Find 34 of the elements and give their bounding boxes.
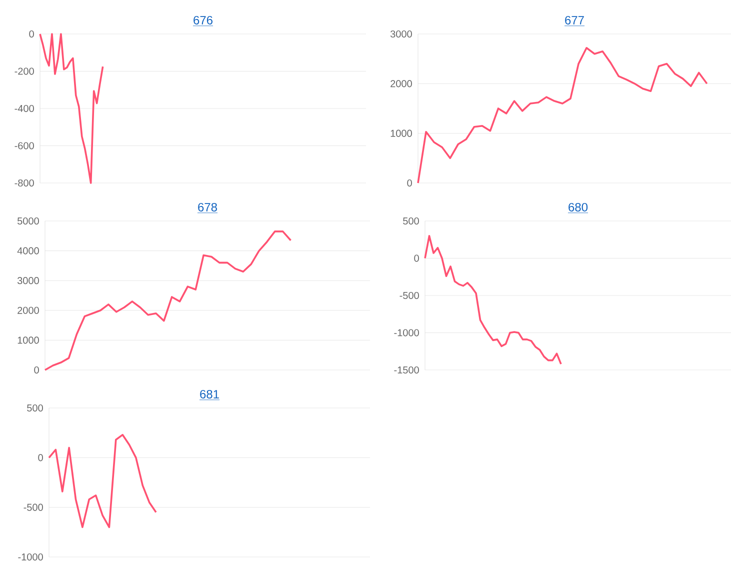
- chart-title: 677: [565, 16, 584, 24]
- y-tick-label: 0: [34, 366, 39, 374]
- y-tick-label: 2000: [390, 80, 412, 88]
- y-tick-label: -500: [24, 504, 43, 511]
- line-series: [44, 230, 292, 371]
- y-tick-label: -1500: [394, 366, 419, 374]
- y-tick-label: 3000: [390, 30, 412, 38]
- y-tick-label: 500: [403, 217, 419, 225]
- y-tick-label: -200: [14, 68, 34, 75]
- y-tick-label: 0: [38, 454, 43, 462]
- y-tick-label: -1000: [394, 329, 419, 336]
- y-tick-label: 0: [414, 254, 419, 262]
- y-tick-label: 2000: [18, 306, 39, 314]
- y-tick-label: -800: [14, 179, 34, 187]
- chart-title: 678: [198, 202, 217, 212]
- line-series: [424, 234, 562, 365]
- y-tick-label: 500: [27, 404, 43, 412]
- y-tick-label: -500: [400, 292, 419, 300]
- y-tick-label: 0: [29, 30, 34, 38]
- chart-title: 680: [568, 202, 588, 212]
- line-series: [417, 46, 708, 184]
- y-tick-label: 5000: [18, 217, 39, 225]
- chart-title: 676: [194, 16, 212, 24]
- y-tick-label: -1000: [18, 553, 43, 561]
- chart-title: 681: [200, 390, 219, 398]
- y-tick-label: 0: [407, 179, 412, 187]
- y-tick-label: -600: [14, 142, 34, 150]
- line-series: [48, 434, 157, 528]
- y-tick-label: 3000: [17, 277, 39, 284]
- y-tick-label: 1000: [390, 130, 412, 137]
- line-series: [39, 33, 104, 184]
- y-tick-label: -400: [14, 104, 34, 112]
- y-tick-label: 1000: [18, 336, 39, 344]
- y-tick-label: 4000: [17, 247, 39, 254]
